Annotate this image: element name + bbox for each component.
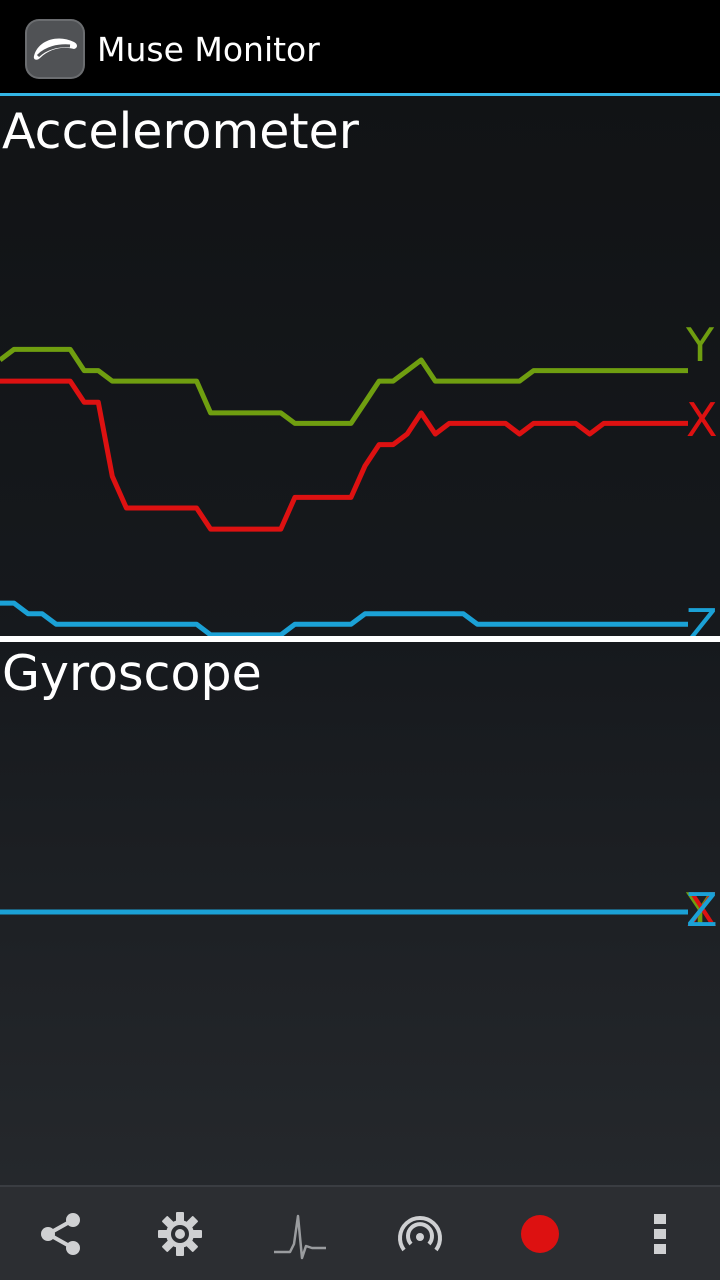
action-bar-divider: [0, 93, 720, 96]
accelerometer-series-z: [0, 600, 688, 638]
accelerometer-legend-y: Y: [685, 318, 715, 372]
overflow-menu-icon: [654, 1213, 666, 1254]
waveform-icon: [274, 1214, 326, 1259]
gyroscope-legend-y: Y: [685, 883, 715, 937]
accelerometer-title: Accelerometer: [2, 103, 359, 160]
app-logo-icon: [25, 19, 85, 79]
share-icon: [41, 1212, 80, 1255]
settings-button[interactable]: [120, 1187, 240, 1280]
share-button[interactable]: [0, 1187, 120, 1280]
app-title: Muse Monitor: [97, 30, 320, 69]
overflow-menu-button[interactable]: [600, 1187, 720, 1280]
record-icon: [521, 1214, 559, 1253]
waveform-button[interactable]: [240, 1187, 360, 1280]
gyroscope-plot: Y X Z: [0, 883, 718, 937]
panel-separator: [0, 636, 720, 642]
gyroscope-title: Gyroscope: [2, 645, 262, 702]
accelerometer-legend-z: Z: [686, 599, 718, 640]
bottom-toolbar: [0, 1185, 720, 1280]
gyroscope-legend-x: X: [686, 883, 718, 937]
gyroscope-panel: Gyroscope Y X Z: [0, 642, 720, 1185]
accelerometer-plot: Y X Z: [0, 318, 718, 640]
action-bar: Muse Monitor: [0, 0, 720, 93]
record-button[interactable]: [480, 1187, 600, 1280]
stream-button[interactable]: [360, 1187, 480, 1280]
accelerometer-series-x: [0, 378, 688, 532]
broadcast-icon: [398, 1215, 442, 1251]
gyroscope-legend-z: Z: [686, 883, 718, 937]
accelerometer-legend-x: X: [686, 393, 718, 447]
accelerometer-series-y: [0, 346, 688, 426]
gear-icon: [158, 1211, 202, 1256]
accelerometer-panel: Accelerometer Y X Z: [0, 96, 720, 640]
